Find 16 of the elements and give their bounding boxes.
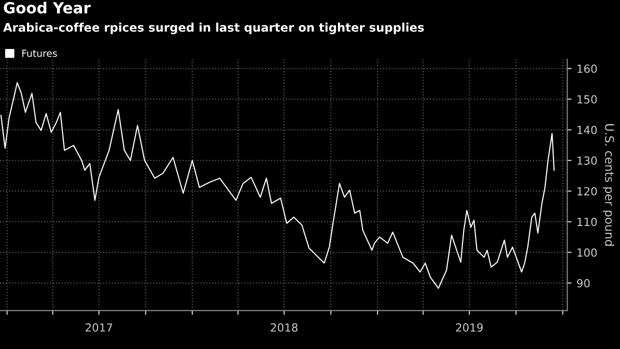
x-tick-label: 2019 [456, 323, 483, 332]
y-tick-label: 160 [578, 64, 597, 73]
y-axis-title: U.S. cents per pound [602, 124, 614, 246]
y-tick-label: 120 [578, 187, 597, 196]
y-tick-label: 90 [577, 279, 590, 288]
y-tick-label: 140 [578, 126, 597, 134]
chart-subtitle: Arabica-coffee rpices surged in last quarter on tighter supplies [3, 22, 424, 34]
y-tick-label: 110 [578, 218, 597, 226]
chart-title: Good Year [4, 2, 91, 14]
y-tick-label: 100 [578, 248, 597, 257]
x-tick-label: 2018 [270, 323, 298, 332]
line-series [0, 82, 555, 289]
y-tick-label: 150 [578, 95, 597, 104]
x-tick-label: 2017 [86, 323, 112, 332]
legend-label: Futures [22, 50, 57, 57]
y-tick-label: 130 [578, 156, 597, 165]
